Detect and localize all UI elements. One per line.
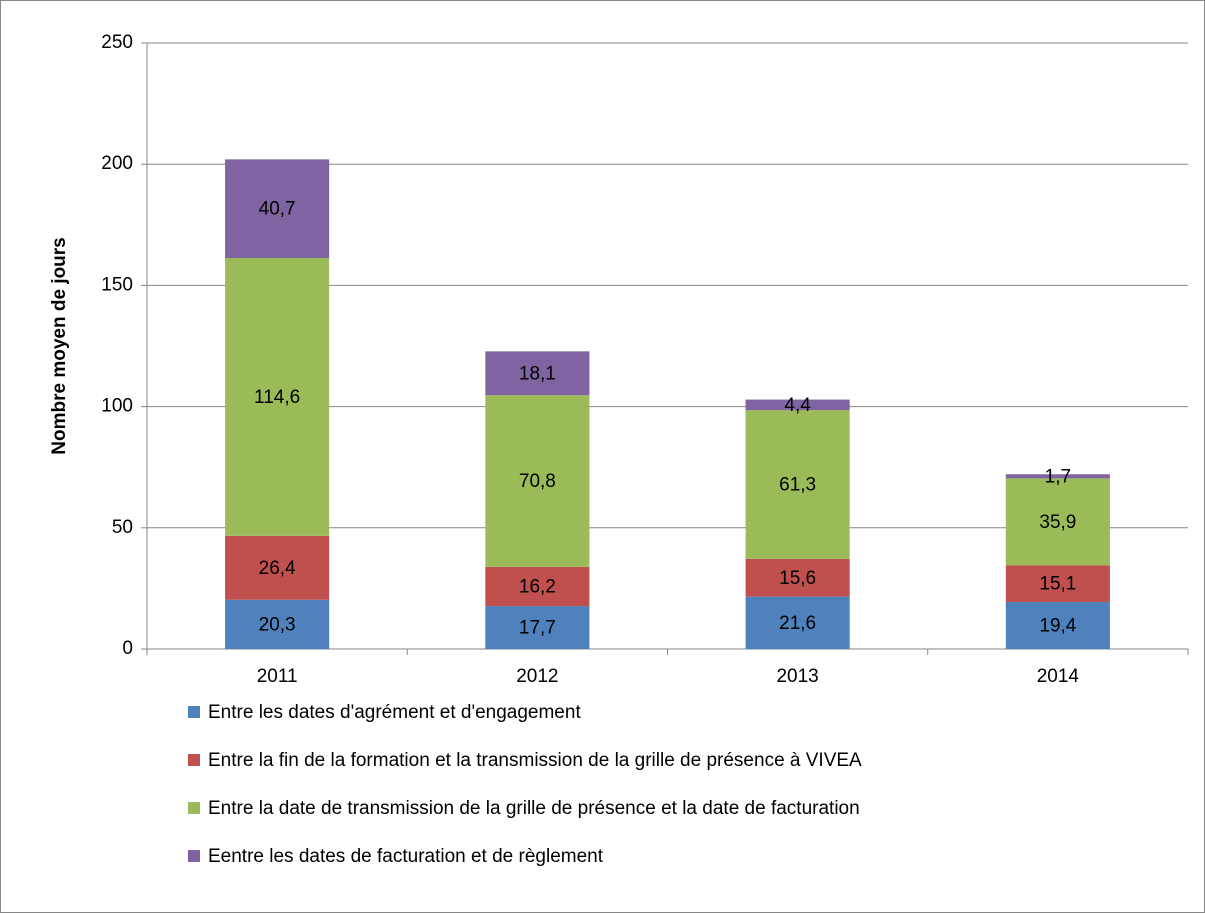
bar-segment [485, 351, 590, 396]
data-label: 1,7 [1045, 466, 1071, 487]
bar-segment [225, 258, 330, 536]
bar-segment [1005, 474, 1110, 479]
bar-segment [1005, 478, 1110, 566]
bar-segment [1005, 565, 1110, 602]
data-label: 114,6 [254, 387, 300, 408]
data-label: 61,3 [779, 475, 816, 496]
legend-swatch [188, 706, 200, 718]
legend-label: Entre la date de transmission de la gril… [208, 798, 860, 819]
data-label: 40,7 [259, 199, 296, 220]
y-tick-label: 0 [122, 638, 133, 659]
legend-swatch [188, 850, 200, 862]
legend-label: Eentre les dates de facturation et de rè… [208, 846, 604, 867]
data-label: 21,6 [779, 613, 816, 634]
legend-label: Entre les dates d'agrément et d'engageme… [208, 702, 581, 723]
y-tick-label: 250 [101, 32, 133, 53]
legend-swatch [188, 754, 200, 766]
data-label: 15,1 [1039, 574, 1076, 595]
data-label: 17,7 [519, 618, 556, 639]
y-tick-label: 150 [101, 274, 133, 295]
bar-segment [225, 599, 330, 649]
data-label: 20,3 [259, 614, 296, 635]
legend-swatch [188, 802, 200, 814]
x-tick-label: 2014 [1037, 666, 1080, 687]
y-tick-label: 50 [112, 517, 133, 538]
data-label: 26,4 [259, 558, 296, 579]
x-tick-label: 2011 [257, 666, 298, 687]
data-label: 70,8 [519, 471, 556, 492]
bar-segment [225, 535, 330, 600]
legend-label: Entre la fin de la formation et la trans… [208, 750, 862, 771]
data-label: 19,4 [1039, 616, 1076, 637]
x-tick-label: 2013 [776, 666, 818, 687]
bar-segment [745, 596, 850, 649]
bar-segment [485, 606, 590, 649]
bar-segment [485, 566, 590, 607]
bar-segment [225, 159, 330, 259]
data-label: 16,2 [519, 576, 556, 597]
bar-segment [485, 395, 590, 567]
data-label: 18,1 [519, 363, 556, 384]
y-axis-label: Nombre moyen de jours [49, 237, 70, 455]
data-label: 35,9 [1039, 512, 1076, 533]
bar-segment [745, 410, 850, 559]
data-label: 4,4 [784, 395, 811, 416]
data-label: 15,6 [779, 568, 816, 589]
bar-segment [745, 558, 850, 597]
bar-segment [1005, 601, 1110, 649]
y-tick-label: 200 [101, 153, 133, 174]
y-tick-label: 100 [101, 396, 133, 417]
x-tick-label: 2012 [516, 666, 558, 687]
bar-segment [745, 399, 850, 411]
